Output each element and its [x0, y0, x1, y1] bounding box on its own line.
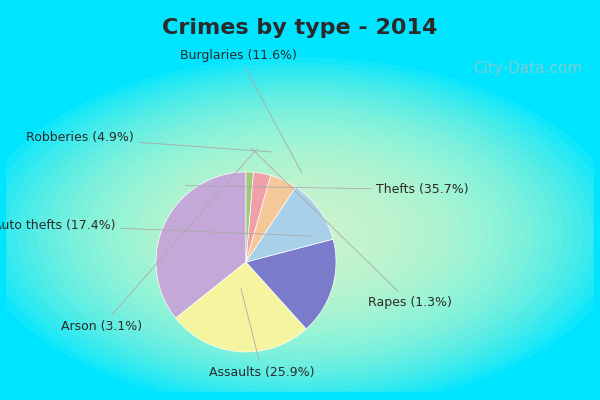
- Ellipse shape: [57, 101, 543, 366]
- Ellipse shape: [268, 216, 332, 251]
- Ellipse shape: [17, 80, 583, 388]
- Ellipse shape: [0, 68, 600, 399]
- Text: Robberies (4.9%): Robberies (4.9%): [26, 132, 272, 152]
- Ellipse shape: [47, 96, 553, 371]
- Ellipse shape: [178, 167, 422, 300]
- Text: Auto thefts (17.4%): Auto thefts (17.4%): [0, 219, 310, 236]
- Ellipse shape: [147, 150, 453, 317]
- Ellipse shape: [117, 134, 483, 333]
- Ellipse shape: [77, 112, 523, 355]
- Wedge shape: [176, 262, 306, 352]
- Text: Crimes by type - 2014: Crimes by type - 2014: [163, 18, 437, 38]
- Wedge shape: [246, 172, 271, 262]
- Ellipse shape: [0, 58, 600, 400]
- Wedge shape: [246, 239, 336, 329]
- Ellipse shape: [217, 189, 383, 278]
- Ellipse shape: [27, 85, 573, 382]
- Text: Thefts (35.7%): Thefts (35.7%): [185, 183, 469, 196]
- Text: Assaults (25.9%): Assaults (25.9%): [209, 289, 315, 379]
- Wedge shape: [246, 176, 296, 262]
- Ellipse shape: [238, 200, 362, 268]
- Text: Arson (3.1%): Arson (3.1%): [61, 149, 257, 333]
- Ellipse shape: [137, 145, 463, 322]
- Wedge shape: [246, 187, 333, 262]
- Text: Burglaries (11.6%): Burglaries (11.6%): [181, 49, 302, 173]
- Ellipse shape: [157, 156, 443, 311]
- Ellipse shape: [227, 194, 373, 273]
- Ellipse shape: [37, 90, 563, 377]
- Ellipse shape: [257, 210, 343, 257]
- Wedge shape: [246, 172, 253, 262]
- Ellipse shape: [197, 178, 403, 290]
- Wedge shape: [156, 172, 246, 318]
- Text: Rapes (1.3%): Rapes (1.3%): [251, 148, 451, 309]
- Text: City-Data.com: City-Data.com: [473, 60, 583, 76]
- Ellipse shape: [97, 123, 503, 344]
- Ellipse shape: [87, 118, 513, 350]
- Ellipse shape: [7, 74, 593, 393]
- Ellipse shape: [107, 129, 493, 338]
- Ellipse shape: [127, 140, 473, 328]
- Ellipse shape: [208, 183, 392, 284]
- Ellipse shape: [0, 63, 600, 400]
- Ellipse shape: [248, 205, 352, 262]
- Ellipse shape: [67, 107, 533, 360]
- Ellipse shape: [167, 161, 433, 306]
- Ellipse shape: [187, 172, 413, 295]
